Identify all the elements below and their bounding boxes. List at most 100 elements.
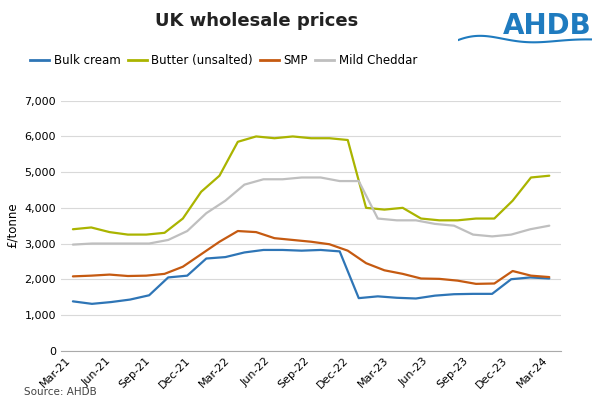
Butter (unsalted) [381,207,388,212]
Line: Bulk cream: Bulk cream [73,250,549,304]
Butter (unsalted) [326,136,333,141]
SMP [106,272,113,277]
Butter (unsalted) [253,134,260,139]
Mild Cheddar [489,234,496,239]
Mild Cheddar [126,241,134,246]
Mild Cheddar [470,232,477,237]
SMP [527,273,534,278]
Mild Cheddar [317,175,325,180]
Bulk cream [355,296,362,301]
Bulk cream [317,247,325,252]
Mild Cheddar [355,179,362,183]
SMP [216,239,223,244]
SMP [124,274,132,278]
SMP [509,268,516,273]
SMP [545,275,553,280]
SMP [271,236,278,241]
Butter (unsalted) [472,216,479,221]
SMP [381,268,388,273]
Legend: Bulk cream, Butter (unsalted), SMP, Mild Cheddar: Bulk cream, Butter (unsalted), SMP, Mild… [30,54,417,67]
Bulk cream [70,299,77,304]
Butter (unsalted) [106,230,113,235]
Bulk cream [374,294,381,299]
Mild Cheddar [374,216,381,221]
SMP [253,230,260,235]
Line: SMP: SMP [73,231,549,284]
Butter (unsalted) [234,139,242,144]
SMP [436,276,443,281]
Bulk cream [184,273,191,278]
Butter (unsalted) [436,218,443,223]
Butter (unsalted) [161,231,168,235]
Bulk cream [470,291,477,296]
Butter (unsalted) [216,173,223,178]
Mild Cheddar [450,223,458,228]
Bulk cream [145,293,152,298]
Bulk cream [298,248,305,253]
Bulk cream [431,293,439,298]
Bulk cream [107,300,115,305]
Butter (unsalted) [70,227,77,232]
SMP [472,281,479,286]
Mild Cheddar [70,242,77,247]
Mild Cheddar [241,182,248,187]
SMP [326,242,333,247]
Text: AHDB: AHDB [503,12,592,40]
Mild Cheddar [431,222,439,226]
SMP [179,264,187,269]
Text: Source: AHDB: Source: AHDB [24,387,97,397]
Butter (unsalted) [271,136,278,141]
Butter (unsalted) [124,232,132,237]
Mild Cheddar [221,198,229,203]
Butter (unsalted) [417,216,425,221]
Bulk cream [260,247,267,252]
Bulk cream [203,256,210,261]
Mild Cheddar [393,218,401,223]
Mild Cheddar [107,241,115,246]
Butter (unsalted) [179,216,187,221]
Butter (unsalted) [307,136,315,141]
SMP [88,273,95,278]
Mild Cheddar [260,177,267,182]
SMP [143,273,150,278]
Mild Cheddar [145,241,152,246]
Butter (unsalted) [399,206,406,210]
Bulk cream [336,249,343,254]
Butter (unsalted) [198,189,205,194]
Bulk cream [88,301,96,306]
Mild Cheddar [88,241,96,246]
Butter (unsalted) [88,225,95,230]
Mild Cheddar [336,179,343,183]
Bulk cream [545,276,553,281]
Butter (unsalted) [454,218,461,223]
Text: UK wholesale prices: UK wholesale prices [154,12,358,30]
Bulk cream [279,247,286,252]
Bulk cream [450,292,458,297]
SMP [307,239,315,244]
SMP [362,261,370,266]
Mild Cheddar [412,218,420,223]
Bulk cream [221,255,229,260]
Bulk cream [489,291,496,296]
Mild Cheddar [526,227,534,232]
SMP [70,274,77,279]
Bulk cream [526,275,534,280]
Bulk cream [393,295,401,300]
Bulk cream [165,275,172,280]
Y-axis label: £/tonne: £/tonne [6,203,19,249]
SMP [417,276,425,281]
Butter (unsalted) [509,198,516,203]
Butter (unsalted) [289,134,296,139]
Line: Mild Cheddar: Mild Cheddar [73,177,549,245]
Butter (unsalted) [527,175,534,180]
Bulk cream [241,250,248,255]
SMP [344,248,351,253]
Butter (unsalted) [490,216,498,221]
Mild Cheddar [279,177,286,182]
SMP [454,278,461,283]
Butter (unsalted) [143,232,150,237]
SMP [198,252,205,257]
Mild Cheddar [508,232,515,237]
Butter (unsalted) [344,137,351,142]
Butter (unsalted) [362,206,370,210]
